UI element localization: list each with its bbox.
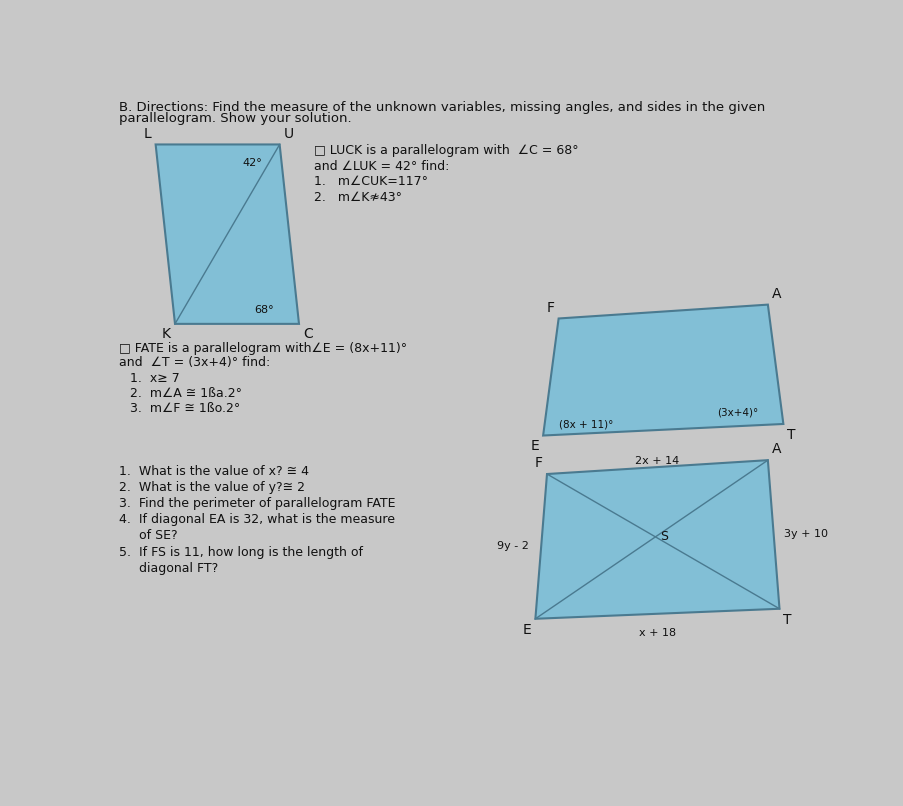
Text: 2.  m∠A ≅ 1ßa.2°: 2. m∠A ≅ 1ßa.2°	[130, 387, 242, 400]
Text: x + 18: x + 18	[638, 628, 675, 638]
Polygon shape	[155, 144, 299, 324]
Text: S: S	[659, 530, 667, 543]
Text: 4.  If diagonal EA is 32, what is the measure: 4. If diagonal EA is 32, what is the mea…	[119, 513, 395, 526]
Text: B. Directions: Find the measure of the unknown variables, missing angles, and si: B. Directions: Find the measure of the u…	[119, 101, 765, 114]
Text: F: F	[535, 456, 543, 470]
Text: E: E	[522, 622, 531, 637]
Text: 2x + 14: 2x + 14	[635, 456, 679, 467]
Text: 68°: 68°	[254, 305, 274, 315]
Text: □ FATE is a parallelogram with∠E = (8x+11)°: □ FATE is a parallelogram with∠E = (8x+1…	[119, 342, 407, 355]
Text: L: L	[144, 127, 152, 141]
Text: T: T	[787, 428, 795, 442]
Text: and ∠LUK = 42° find:: and ∠LUK = 42° find:	[314, 160, 450, 172]
Polygon shape	[535, 460, 778, 619]
Text: 9y - 2: 9y - 2	[497, 542, 528, 551]
Text: diagonal FT?: diagonal FT?	[119, 562, 219, 575]
Text: 2.   m∠K≉43°: 2. m∠K≉43°	[314, 191, 402, 204]
Text: 3.  m∠F ≅ 1ßo.2°: 3. m∠F ≅ 1ßo.2°	[130, 401, 240, 414]
Text: F: F	[546, 301, 554, 314]
Text: 5.  If FS is 11, how long is the length of: 5. If FS is 11, how long is the length o…	[119, 546, 363, 559]
Text: (3x+4)°: (3x+4)°	[717, 408, 758, 418]
Text: 3y + 10: 3y + 10	[783, 530, 827, 539]
Polygon shape	[543, 305, 783, 435]
Text: A: A	[771, 287, 780, 301]
Text: U: U	[284, 127, 293, 141]
Text: (8x + 11)°: (8x + 11)°	[558, 419, 612, 430]
Text: 1.  What is the value of x? ≅ 4: 1. What is the value of x? ≅ 4	[119, 465, 309, 478]
Text: and  ∠T = (3x+4)° find:: and ∠T = (3x+4)° find:	[119, 356, 270, 369]
Text: 1.   m∠CUK=117°: 1. m∠CUK=117°	[314, 175, 428, 189]
Text: 42°: 42°	[242, 158, 262, 168]
Text: T: T	[783, 613, 791, 626]
Text: □ LUCK is a parallelogram with  ∠C = 68°: □ LUCK is a parallelogram with ∠C = 68°	[314, 144, 579, 157]
Text: K: K	[162, 327, 171, 341]
Text: E: E	[530, 439, 539, 453]
Text: 2.  What is the value of y?≅ 2: 2. What is the value of y?≅ 2	[119, 481, 305, 494]
Text: parallelogram. Show your solution.: parallelogram. Show your solution.	[119, 112, 351, 125]
Text: 1.  x≥ 7: 1. x≥ 7	[130, 372, 180, 385]
Text: A: A	[771, 442, 780, 456]
Text: of SE?: of SE?	[119, 530, 178, 542]
Text: 3.  Find the perimeter of parallelogram FATE: 3. Find the perimeter of parallelogram F…	[119, 497, 396, 510]
Text: C: C	[303, 327, 312, 341]
